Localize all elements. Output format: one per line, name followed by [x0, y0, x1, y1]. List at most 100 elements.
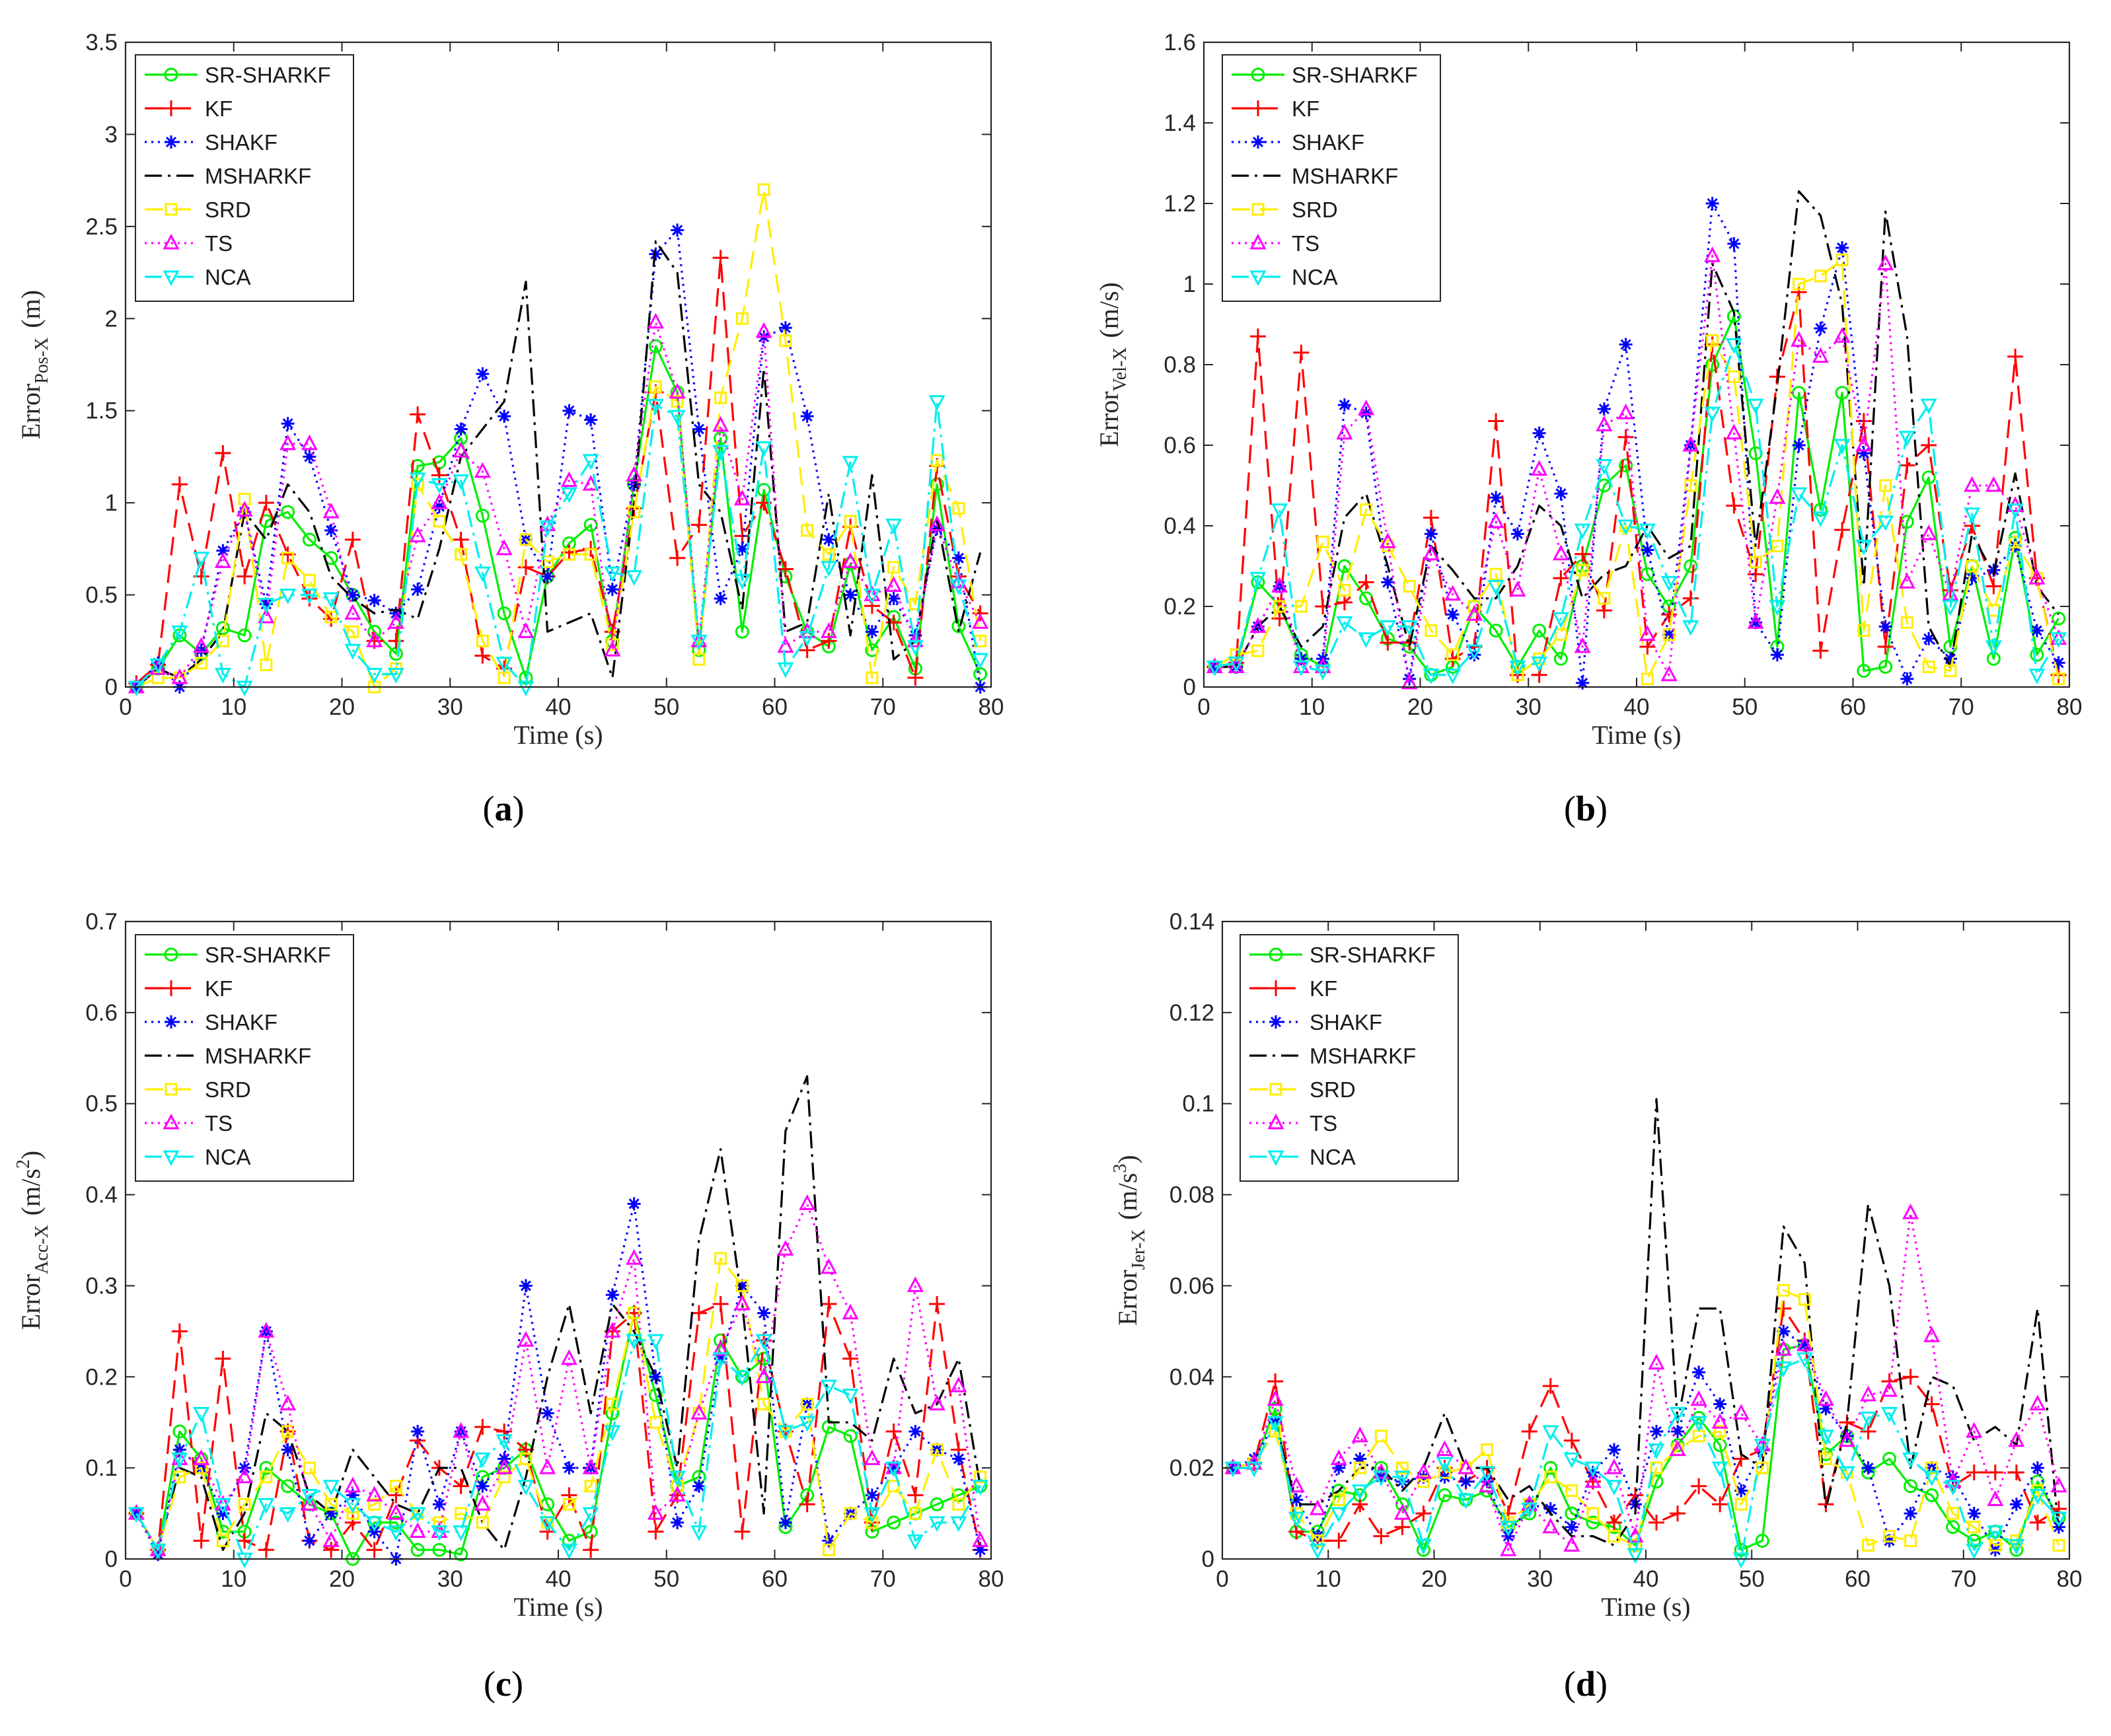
data-point — [1500, 1521, 1517, 1537]
y-tick-label: 0 — [1202, 1546, 1214, 1572]
series-srd — [130, 183, 987, 694]
y-tick-label: 0.7 — [85, 909, 118, 935]
data-point — [1749, 616, 1763, 630]
legend-marker — [1267, 1113, 1284, 1130]
data-point — [1330, 1449, 1347, 1465]
legend-marker — [1251, 67, 1265, 82]
data-point — [800, 410, 814, 423]
x-tick-label: 30 — [437, 694, 463, 720]
legend-label: SHAKF — [1310, 1010, 1382, 1034]
data-point — [281, 1425, 295, 1438]
y-label-main: Error — [1094, 391, 1124, 447]
data-point — [712, 1296, 729, 1312]
data-point — [692, 422, 706, 436]
series-sr-sharkf — [129, 1306, 988, 1566]
data-point — [2028, 569, 2046, 585]
data-point — [496, 539, 513, 556]
data-point — [149, 659, 167, 674]
legend-marker — [1267, 1150, 1284, 1167]
data-point — [1923, 1326, 1941, 1342]
y-axis-label: ErrorVel-X (m/s) — [1094, 282, 1130, 447]
data-point — [628, 1307, 641, 1320]
data-point — [517, 1330, 535, 1347]
data-point — [323, 1542, 340, 1558]
data-point — [1732, 1404, 1750, 1420]
data-point — [1565, 1484, 1578, 1498]
legend-marker — [1269, 1015, 1282, 1029]
data-point — [281, 1443, 295, 1457]
data-point — [1565, 1506, 1579, 1521]
data-point — [2050, 1501, 2067, 1517]
data-point — [1671, 1425, 1685, 1438]
data-point — [1946, 1520, 1960, 1535]
data-point — [237, 568, 253, 585]
data-point — [1380, 634, 1396, 651]
panel-label-paren: ( — [1564, 1664, 1576, 1704]
data-point — [1967, 1507, 1981, 1521]
data-point — [1617, 429, 1634, 445]
data-point — [128, 1507, 145, 1523]
data-point — [1734, 1484, 1748, 1498]
legend-marker — [164, 67, 178, 82]
y-label-main: Error — [1113, 1270, 1142, 1325]
data-point — [1775, 1340, 1792, 1356]
series-srd — [1208, 253, 2065, 686]
data-point — [866, 671, 879, 684]
data-point — [453, 1478, 469, 1494]
data-point — [777, 1425, 794, 1441]
data-point — [1479, 1476, 1496, 1493]
data-point — [1834, 522, 1851, 538]
data-point — [303, 1461, 316, 1474]
data-point — [714, 391, 727, 404]
data-point — [820, 1258, 837, 1274]
data-point — [474, 566, 491, 583]
series-line — [1214, 343, 2059, 676]
data-point — [1330, 1507, 1347, 1523]
series-nca — [128, 395, 989, 697]
data-point — [475, 509, 490, 523]
data-point — [1288, 1476, 1305, 1493]
x-tick-label: 30 — [1527, 1566, 1553, 1592]
data-point — [950, 1376, 967, 1392]
data-point — [669, 1486, 686, 1501]
data-point — [368, 1498, 381, 1511]
data-point — [735, 624, 749, 639]
data-point — [669, 410, 686, 426]
series-line — [1214, 190, 2059, 669]
data-point — [1920, 524, 1937, 540]
legend-label: KF — [1310, 976, 1337, 1001]
data-point — [1245, 1461, 1263, 1478]
data-point — [1692, 1365, 1706, 1379]
legend-marker — [164, 947, 178, 962]
data-point — [562, 404, 576, 417]
data-point — [820, 1379, 837, 1396]
data-point — [258, 1322, 275, 1338]
data-point — [1543, 1461, 1558, 1475]
data-point — [2030, 624, 2044, 637]
legend-marker — [165, 203, 178, 216]
data-point — [822, 1534, 836, 1548]
data-point — [281, 1479, 295, 1494]
data-point — [928, 1394, 945, 1411]
series-line — [1233, 1357, 2060, 1560]
data-point — [885, 519, 903, 534]
x-tick-label: 60 — [1845, 1566, 1870, 1592]
data-point — [1904, 1479, 1918, 1494]
data-point — [2052, 611, 2066, 626]
data-point — [1833, 327, 1851, 343]
panel-b: 0 10 20 30 40 50 60 70 80 0 0.2 0.4 0.6 0.8 1 1.2 1.4 1.6… — [1094, 30, 2082, 828]
data-point — [930, 1443, 944, 1457]
data-point — [714, 592, 727, 606]
data-point — [1597, 402, 1611, 416]
y-label-unit: (m/s — [1113, 1173, 1142, 1220]
data-point — [1796, 1352, 1813, 1368]
data-point — [712, 445, 729, 461]
data-point — [1521, 1502, 1538, 1519]
data-point — [1798, 1338, 1812, 1352]
data-point — [173, 1470, 186, 1484]
data-point — [193, 552, 210, 568]
data-point — [171, 1323, 188, 1340]
data-point — [1964, 476, 1981, 492]
data-point — [690, 1525, 708, 1541]
data-point — [1838, 1431, 1855, 1447]
